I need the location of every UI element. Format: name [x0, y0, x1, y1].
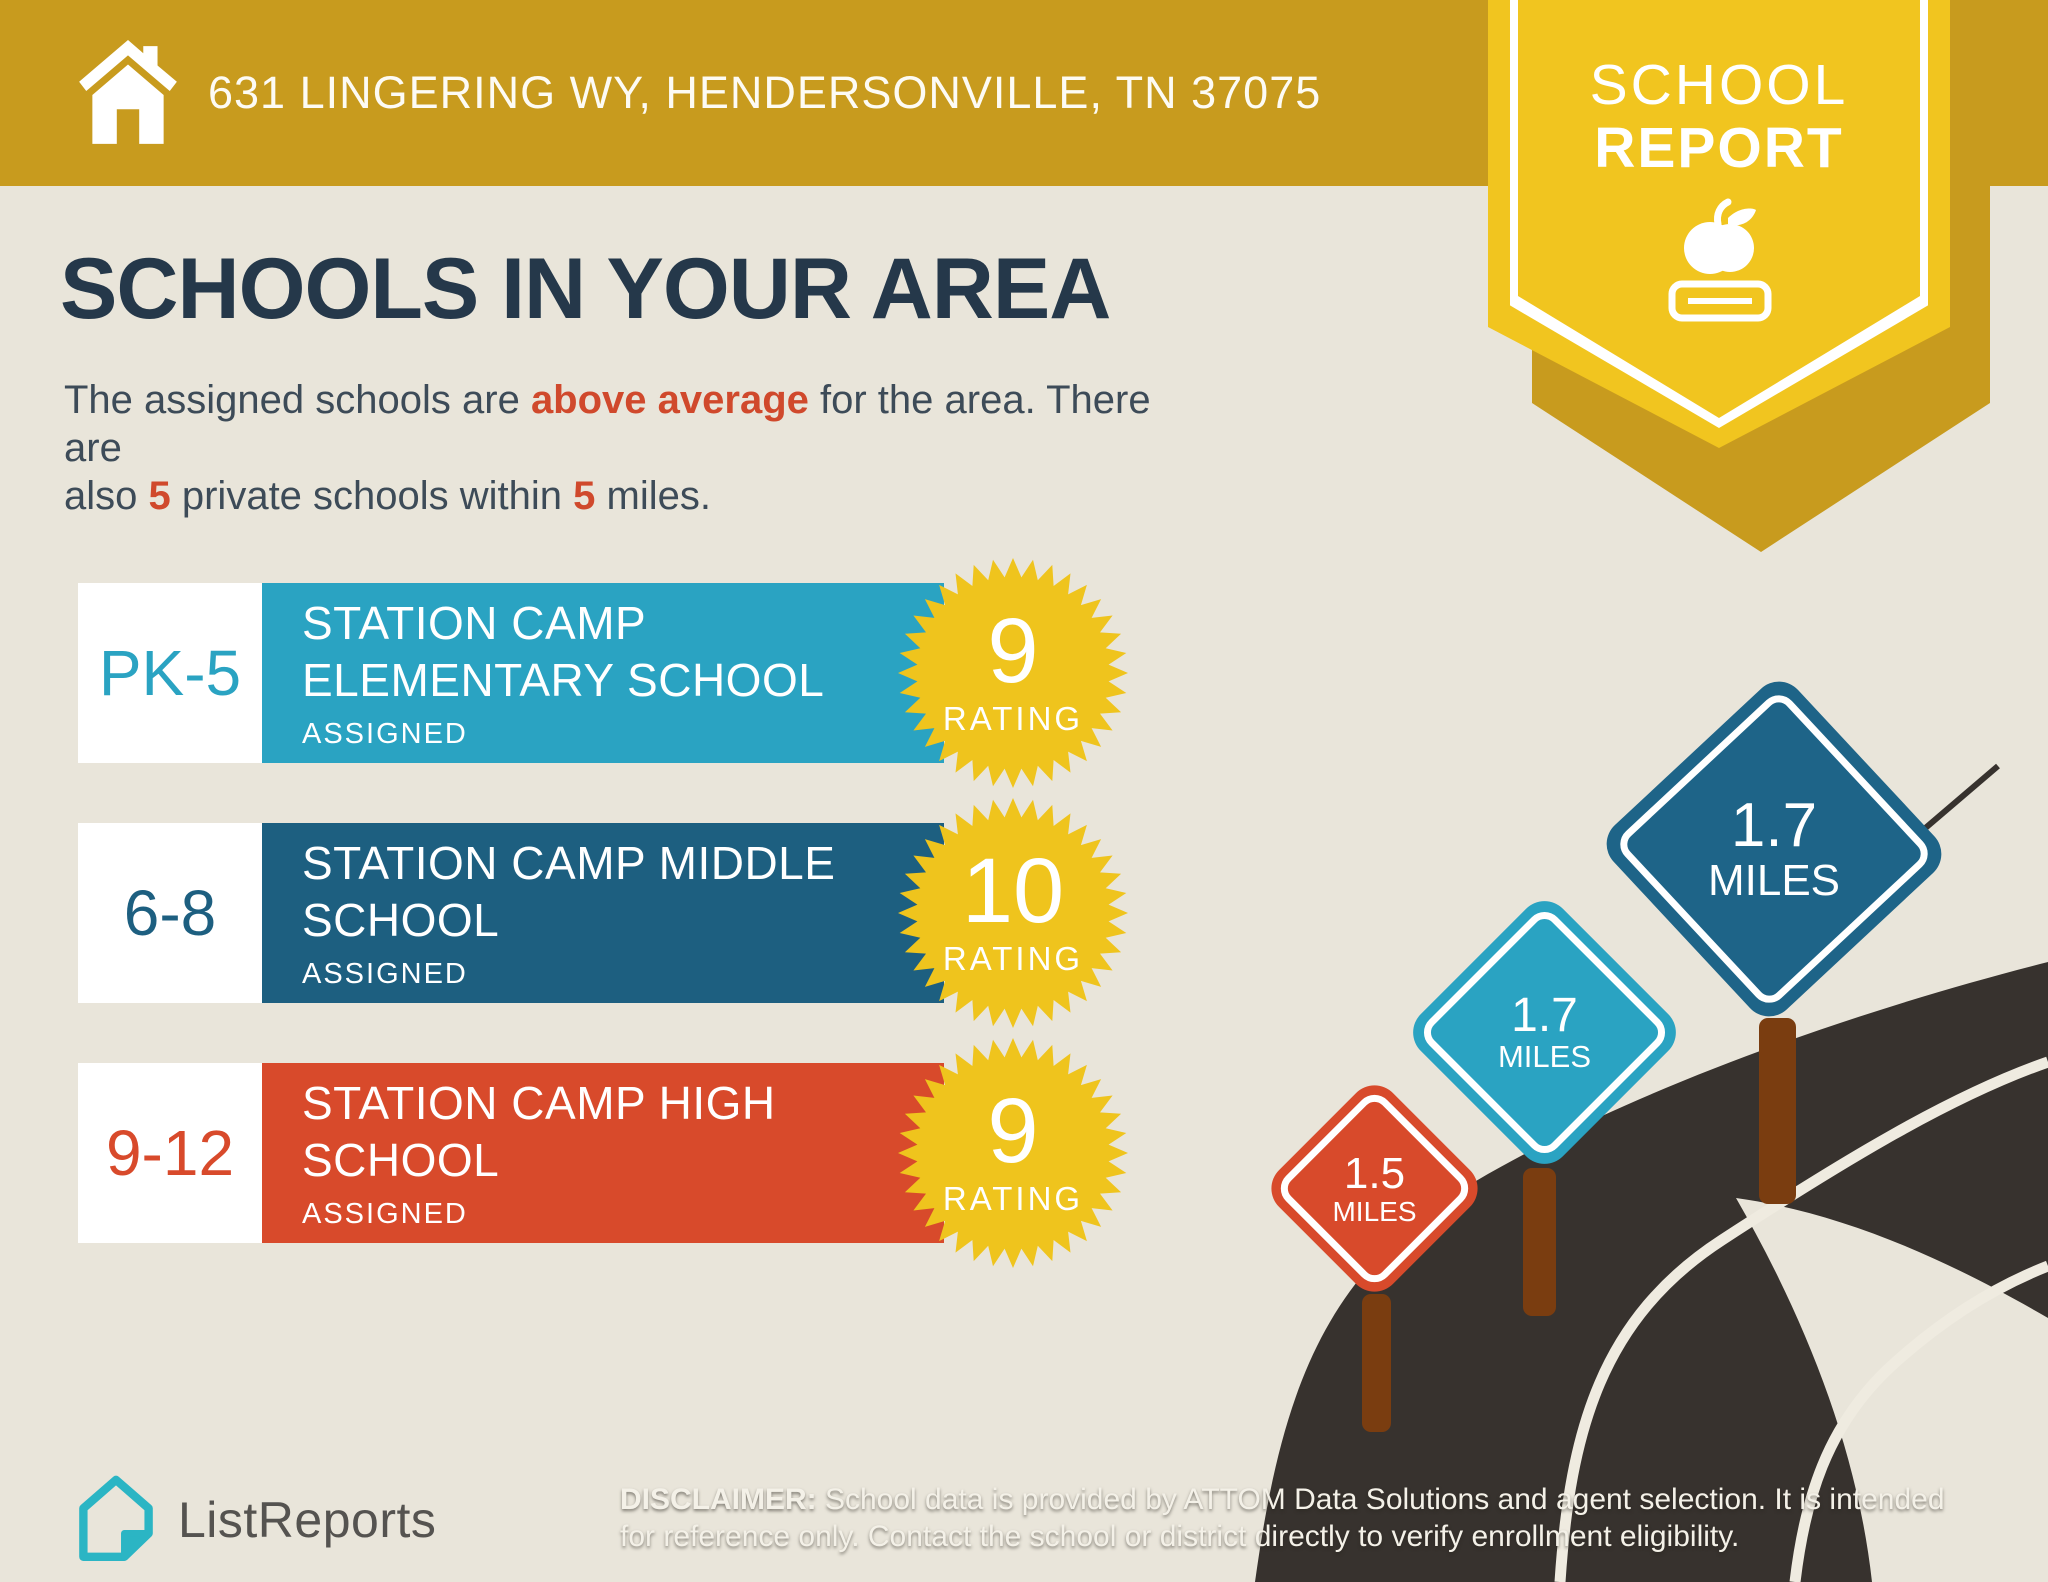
sign-post-middle — [1523, 1168, 1556, 1316]
subtitle-text-2: for the area. There are — [64, 378, 1151, 470]
property-address: 631 LINGERING WY, HENDERSONVILLE, TN 370… — [208, 67, 1322, 118]
sign-distance-value: 1.7 — [1511, 989, 1578, 1043]
subtitle-text-5: miles. — [595, 474, 711, 518]
rating-value: 10 — [961, 840, 1065, 943]
school-name: STATION CAMP ELEMENTARY SCHOOL — [302, 597, 825, 706]
badge-line2: REPORT — [1594, 115, 1844, 180]
badge-title: SCHOOL REPORT — [1488, 54, 1950, 179]
school-status: ASSIGNED — [302, 717, 468, 750]
starburst-icon — [898, 798, 1128, 1028]
school-row-elementary: PK-5 STATION CAMP ELEMENTARY SCHOOL ASSIG… — [78, 558, 1128, 788]
apple-on-book-icon — [1668, 198, 1772, 322]
school-bar: STATION CAMP ELEMENTARY SCHOOL ASSIGNED — [262, 583, 944, 763]
school-row-high: 9-12 STATION CAMP HIGH SCHOOL ASSIGNED 9 … — [78, 1038, 1128, 1268]
subtitle-text-4: private schools within — [170, 474, 574, 518]
school-row-middle: 6-8 STATION CAMP MIDDLE SCHOOL ASSIGNED 1… — [78, 798, 1128, 1028]
school-bar: STATION CAMP HIGH SCHOOL ASSIGNED — [262, 1063, 944, 1243]
rating-badge: 9 RATING — [893, 1033, 1133, 1273]
page-subtitle: The assigned schools are above average f… — [64, 376, 1214, 520]
rating-label: RATING — [942, 1179, 1084, 1217]
listreports-wordmark: ListReports — [178, 1492, 437, 1548]
starburst-icon — [898, 1038, 1128, 1268]
grade-range: 6-8 — [78, 823, 262, 1003]
disclaimer-label: DISCLAIMER: — [620, 1483, 817, 1516]
sign-distance-unit: MILES — [1707, 856, 1841, 906]
listreports-logo: ListReports — [74, 1474, 436, 1566]
sign-distance-value: 1.7 — [1730, 791, 1818, 861]
rating-value: 9 — [987, 1080, 1039, 1183]
sign-distance-value: 1.5 — [1343, 1148, 1406, 1198]
home-icon — [79, 40, 177, 144]
subtitle-radius-miles: 5 — [573, 474, 596, 518]
school-status: ASSIGNED — [302, 957, 468, 990]
subtitle-text-1: The assigned schools are — [64, 378, 531, 422]
distance-sign-elementary: 1.5 MILES — [1260, 1074, 1489, 1303]
school-status: ASSIGNED — [302, 1197, 468, 1230]
school-bar: STATION CAMP MIDDLE SCHOOL ASSIGNED — [262, 823, 944, 1003]
rating-badge: 10 RATING — [893, 793, 1133, 1033]
sign-post-near — [1362, 1294, 1391, 1432]
disclaimer-line2: for reference only. Contact the school o… — [620, 1519, 1740, 1553]
grade-range: PK-5 — [78, 583, 262, 763]
badge-line1: SCHOOL — [1589, 53, 1849, 117]
school-name: STATION CAMP MIDDLE SCHOOL — [302, 837, 836, 946]
subtitle-count-private-schools: 5 — [148, 474, 171, 518]
disclaimer-line1: School data is provided by ATTOM Data So… — [816, 1483, 1945, 1516]
disclaimer: DISCLAIMER: School data is provided by A… — [620, 1482, 2020, 1555]
rating-badge: 9 RATING — [893, 553, 1133, 793]
sign-distance-unit: MILES — [1332, 1195, 1417, 1227]
subtitle-text-3: also — [64, 474, 149, 518]
distance-sign-high-school: 1.7 MILES — [1595, 670, 1953, 1028]
school-name: STATION CAMP HIGH SCHOOL — [302, 1077, 776, 1186]
rating-label: RATING — [942, 939, 1084, 977]
page-title: SCHOOLS IN YOUR AREA — [60, 241, 1111, 337]
rating-value: 9 — [987, 600, 1039, 703]
sign-distance-unit: MILES — [1497, 1039, 1592, 1075]
listreports-house-icon — [79, 1475, 153, 1561]
grade-range: 9-12 — [78, 1063, 262, 1243]
rating-label: RATING — [942, 699, 1084, 737]
starburst-icon — [898, 558, 1128, 788]
subtitle-highlight-above-average: above average — [530, 378, 809, 422]
sign-post-far — [1759, 1018, 1796, 1204]
